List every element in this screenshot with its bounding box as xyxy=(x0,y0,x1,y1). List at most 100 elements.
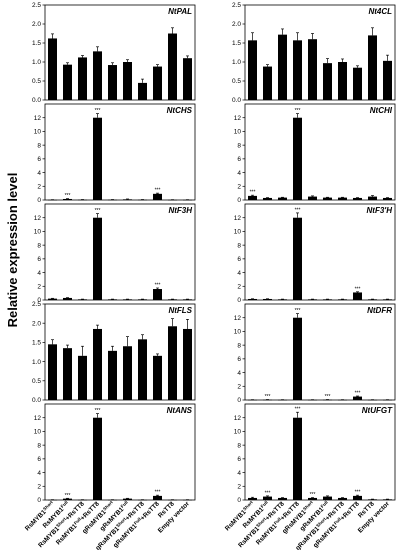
significance-label: *** xyxy=(155,188,161,194)
plot-frame xyxy=(244,403,396,501)
bar xyxy=(308,497,317,500)
bar xyxy=(308,299,317,300)
bar xyxy=(353,495,362,500)
y-tick-label: 2 xyxy=(37,283,41,290)
bar xyxy=(338,497,347,500)
y-tick-label: 2.0 xyxy=(32,21,41,28)
chart-panel: 0 2 4 6 8 10 12 NtDFR *** *** *** *** xyxy=(234,303,396,404)
bar xyxy=(138,299,147,300)
y-tick-label: 4 xyxy=(237,370,241,377)
bar xyxy=(308,399,317,401)
bar xyxy=(63,348,72,400)
significance-label: *** xyxy=(295,207,301,213)
bar xyxy=(383,197,392,200)
plot-frame xyxy=(44,4,196,101)
y-tick-label: 2.0 xyxy=(32,320,41,327)
bar xyxy=(138,499,147,501)
significance-label: *** xyxy=(310,492,316,498)
y-tick-label: 0.0 xyxy=(32,397,41,404)
x-axis-labels: RsMYB1ShortRsMYB1FullRsMYB1Short+RsTT8Rs… xyxy=(24,499,391,550)
bar xyxy=(93,217,102,300)
bar xyxy=(338,62,347,100)
y-tick-label: 2.5 xyxy=(32,301,41,308)
y-tick-label: 8 xyxy=(237,142,241,149)
bar xyxy=(108,199,117,201)
y-tick-label: 1.0 xyxy=(32,59,41,66)
gene-title: NtCHS xyxy=(167,106,193,115)
bar xyxy=(93,417,102,500)
y-tick-label: 2 xyxy=(237,283,241,290)
chart-panels: 0.0 0.5 1.0 1.5 2.0 2.5 NtPAL 0.0 0.5 1.0 1.5 2.0 2.… xyxy=(32,2,396,504)
bar xyxy=(323,63,332,100)
y-tick-label: 6 xyxy=(237,156,241,163)
y-tick-label: 10 xyxy=(234,129,242,136)
plot-frame xyxy=(44,103,196,201)
bar xyxy=(183,328,192,400)
significance-label: *** xyxy=(355,490,361,496)
significance-label: *** xyxy=(295,308,301,314)
y-tick-label: 2.0 xyxy=(232,21,241,28)
y-tick-label: 1.0 xyxy=(232,59,241,66)
bar xyxy=(383,299,392,300)
significance-label: *** xyxy=(355,286,361,292)
y-tick-label: 1.5 xyxy=(232,40,241,47)
bar xyxy=(338,399,347,401)
significance-label: *** xyxy=(65,193,71,199)
bar xyxy=(368,35,377,100)
bar xyxy=(48,499,57,501)
bar xyxy=(48,298,57,300)
bar xyxy=(78,57,87,100)
bar xyxy=(383,399,392,401)
bar xyxy=(123,62,132,100)
bar xyxy=(63,498,72,500)
bar xyxy=(138,82,147,100)
significance-label: *** xyxy=(155,490,161,496)
bar xyxy=(383,499,392,500)
bar xyxy=(78,299,87,300)
y-tick-label: 4 xyxy=(37,470,41,477)
bar xyxy=(168,499,177,501)
bar xyxy=(78,499,87,501)
y-axis-label: Relative expression level xyxy=(5,173,20,328)
bar xyxy=(153,289,162,300)
y-tick-label: 6 xyxy=(237,456,241,463)
bar xyxy=(278,197,287,200)
bar xyxy=(123,199,132,200)
significance-label: *** xyxy=(65,493,71,499)
y-tick-label: 6 xyxy=(37,156,41,163)
bar xyxy=(353,197,362,200)
bar xyxy=(308,39,317,100)
bar xyxy=(108,499,117,501)
y-tick-label: 10 xyxy=(234,429,242,436)
bar xyxy=(293,217,302,300)
chart-panel: 0 2 4 6 8 10 12 NtF3H *** *** xyxy=(34,203,196,304)
y-tick-label: 12 xyxy=(34,415,42,422)
y-tick-label: 4 xyxy=(237,270,241,277)
chart-panel: 0.0 0.5 1.0 1.5 2.0 2.5 NtPAL xyxy=(32,2,196,104)
bar xyxy=(138,199,147,201)
bar xyxy=(263,496,272,500)
bar xyxy=(293,317,302,400)
bar xyxy=(78,355,87,400)
bar xyxy=(248,298,257,300)
bar xyxy=(293,117,302,200)
y-tick-label: 0 xyxy=(237,497,241,504)
gene-title: NtPAL xyxy=(168,7,192,16)
significance-label: *** xyxy=(265,490,271,496)
gene-title: NtF3H xyxy=(168,206,192,215)
y-tick-label: 4 xyxy=(37,270,41,277)
bar xyxy=(153,66,162,100)
y-tick-label: 1.5 xyxy=(32,40,41,47)
plot-frame xyxy=(244,203,396,301)
y-tick-label: 0 xyxy=(237,397,241,404)
bar xyxy=(153,495,162,500)
plot-frame xyxy=(44,303,196,401)
chart-panel: 0 2 4 6 8 10 12 NtCHS *** *** *** xyxy=(34,103,196,204)
chart-panel: 0 2 4 6 8 10 12 NtUFGT *** *** *** *** xyxy=(234,403,396,504)
bar xyxy=(263,298,272,300)
y-tick-label: 8 xyxy=(237,342,241,349)
significance-label: *** xyxy=(295,407,301,413)
y-tick-label: 4 xyxy=(237,470,241,477)
bar xyxy=(93,328,102,400)
significance-label: *** xyxy=(325,394,331,400)
